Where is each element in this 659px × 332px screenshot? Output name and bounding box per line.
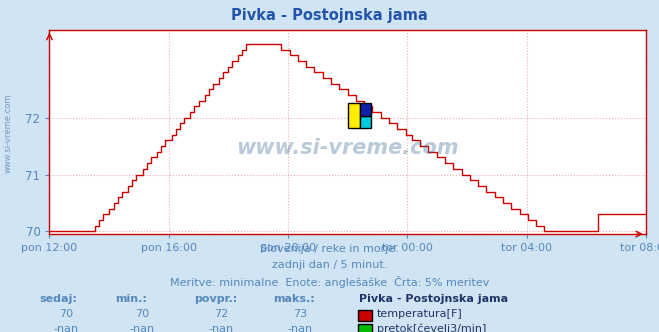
Text: pretok[čevelj3/min]: pretok[čevelj3/min] (377, 324, 486, 332)
Text: -nan: -nan (287, 324, 312, 332)
Text: Slovenija / reke in morje.: Slovenija / reke in morje. (260, 244, 399, 254)
Text: -nan: -nan (208, 324, 233, 332)
Text: Pivka - Postojnska jama: Pivka - Postojnska jama (231, 8, 428, 23)
FancyBboxPatch shape (360, 116, 372, 128)
Text: 70: 70 (134, 309, 149, 319)
Text: temperatura[F]: temperatura[F] (377, 309, 463, 319)
FancyBboxPatch shape (348, 103, 360, 128)
Text: www.si-vreme.com: www.si-vreme.com (237, 138, 459, 158)
Text: 73: 73 (293, 309, 307, 319)
Text: Pivka - Postojnska jama: Pivka - Postojnska jama (359, 294, 508, 304)
Text: Meritve: minimalne  Enote: anglešaške  Črta: 5% meritev: Meritve: minimalne Enote: anglešaške Črt… (170, 276, 489, 288)
Text: www.si-vreme.com: www.si-vreme.com (3, 93, 13, 173)
Text: -nan: -nan (129, 324, 154, 332)
Text: 70: 70 (59, 309, 73, 319)
Text: min.:: min.: (115, 294, 147, 304)
Text: -nan: -nan (53, 324, 78, 332)
Text: sedaj:: sedaj: (40, 294, 77, 304)
Text: 72: 72 (214, 309, 228, 319)
Text: povpr.:: povpr.: (194, 294, 238, 304)
Text: maks.:: maks.: (273, 294, 315, 304)
Text: zadnji dan / 5 minut.: zadnji dan / 5 minut. (272, 260, 387, 270)
FancyBboxPatch shape (360, 103, 372, 116)
